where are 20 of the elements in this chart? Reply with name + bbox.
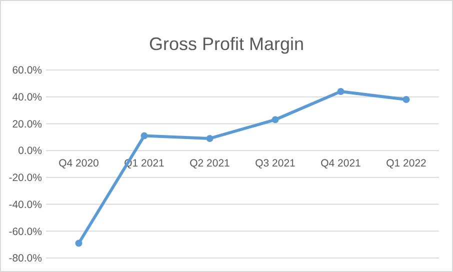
x-tick-label: Q3 2021 bbox=[255, 158, 296, 170]
y-tick-label: -40.0% bbox=[8, 198, 42, 211]
point bbox=[140, 132, 148, 140]
point bbox=[272, 116, 279, 124]
y-tick-label: 40.0% bbox=[12, 92, 42, 104]
y-tick-label: -60.0% bbox=[8, 226, 42, 238]
y-tick-label: -20.0% bbox=[8, 172, 42, 184]
point bbox=[402, 96, 410, 104]
x-tick-label: Q4 2021 bbox=[320, 158, 362, 170]
x-tick-label: Q2 2021 bbox=[190, 158, 230, 170]
chart-title: Gross Profit Margin bbox=[148, 34, 304, 54]
y-tick-label: 60.0% bbox=[12, 64, 42, 77]
y-tick-label: 20.0% bbox=[12, 118, 42, 130]
point bbox=[337, 88, 344, 95]
point bbox=[206, 134, 214, 142]
point bbox=[75, 240, 82, 247]
y-tick-label: -80.0% bbox=[8, 252, 42, 265]
y-tick-label: 0.0% bbox=[18, 145, 42, 158]
x-tick-label: Q1 2022 bbox=[386, 158, 427, 170]
x-tick-label: Q4 2020 bbox=[58, 158, 100, 170]
